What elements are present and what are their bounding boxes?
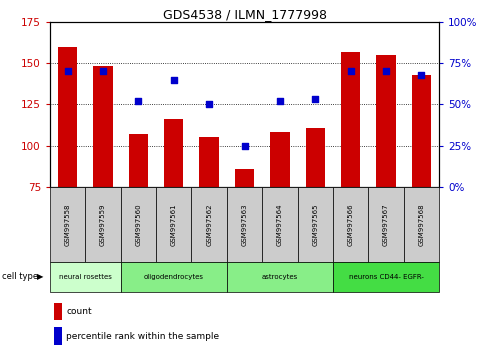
- Bar: [404, 187, 439, 262]
- Bar: [227, 262, 333, 292]
- Bar: [164, 119, 184, 187]
- Bar: [297, 187, 333, 262]
- Point: [63, 69, 71, 74]
- Bar: [121, 187, 156, 262]
- Text: GSM997566: GSM997566: [348, 203, 354, 246]
- Point: [99, 69, 107, 74]
- Bar: [50, 187, 85, 262]
- Text: cell type: cell type: [2, 273, 38, 281]
- Text: GSM997559: GSM997559: [100, 203, 106, 246]
- Point: [241, 143, 249, 148]
- Bar: [376, 55, 396, 187]
- Bar: [262, 187, 297, 262]
- Bar: [156, 187, 192, 262]
- Bar: [270, 132, 289, 187]
- Bar: [227, 187, 262, 262]
- Text: ▶: ▶: [37, 273, 44, 281]
- Bar: [412, 75, 431, 187]
- Point: [170, 77, 178, 82]
- Bar: [368, 187, 404, 262]
- Text: GSM997558: GSM997558: [64, 203, 70, 246]
- Text: oligodendrocytes: oligodendrocytes: [144, 274, 204, 280]
- Point: [205, 102, 213, 107]
- Point: [382, 69, 390, 74]
- Bar: [54, 327, 62, 345]
- Point: [311, 97, 319, 102]
- Bar: [192, 187, 227, 262]
- Text: count: count: [66, 307, 92, 316]
- Bar: [333, 187, 368, 262]
- Text: GSM997561: GSM997561: [171, 203, 177, 246]
- Point: [276, 98, 284, 104]
- Text: GSM997567: GSM997567: [383, 203, 389, 246]
- Title: GDS4538 / ILMN_1777998: GDS4538 / ILMN_1777998: [163, 8, 326, 21]
- Text: GSM997562: GSM997562: [206, 203, 212, 246]
- Text: GSM997565: GSM997565: [312, 203, 318, 246]
- Text: GSM997560: GSM997560: [135, 203, 141, 246]
- Text: GSM997568: GSM997568: [419, 203, 425, 246]
- Point: [134, 98, 142, 104]
- Text: neurons CD44- EGFR-: neurons CD44- EGFR-: [349, 274, 424, 280]
- Text: GSM997564: GSM997564: [277, 203, 283, 246]
- Text: astrocytes: astrocytes: [262, 274, 298, 280]
- Bar: [305, 127, 325, 187]
- Text: neural rosettes: neural rosettes: [59, 274, 112, 280]
- Text: percentile rank within the sample: percentile rank within the sample: [66, 332, 220, 341]
- Bar: [85, 187, 121, 262]
- Bar: [121, 262, 227, 292]
- Bar: [50, 262, 121, 292]
- Bar: [333, 262, 439, 292]
- Bar: [54, 303, 62, 320]
- Text: GSM997563: GSM997563: [242, 203, 248, 246]
- Bar: [341, 52, 360, 187]
- Point: [347, 69, 355, 74]
- Bar: [58, 47, 77, 187]
- Point: [418, 72, 426, 78]
- Bar: [200, 137, 219, 187]
- Bar: [93, 67, 113, 187]
- Bar: [129, 134, 148, 187]
- Bar: [235, 169, 254, 187]
